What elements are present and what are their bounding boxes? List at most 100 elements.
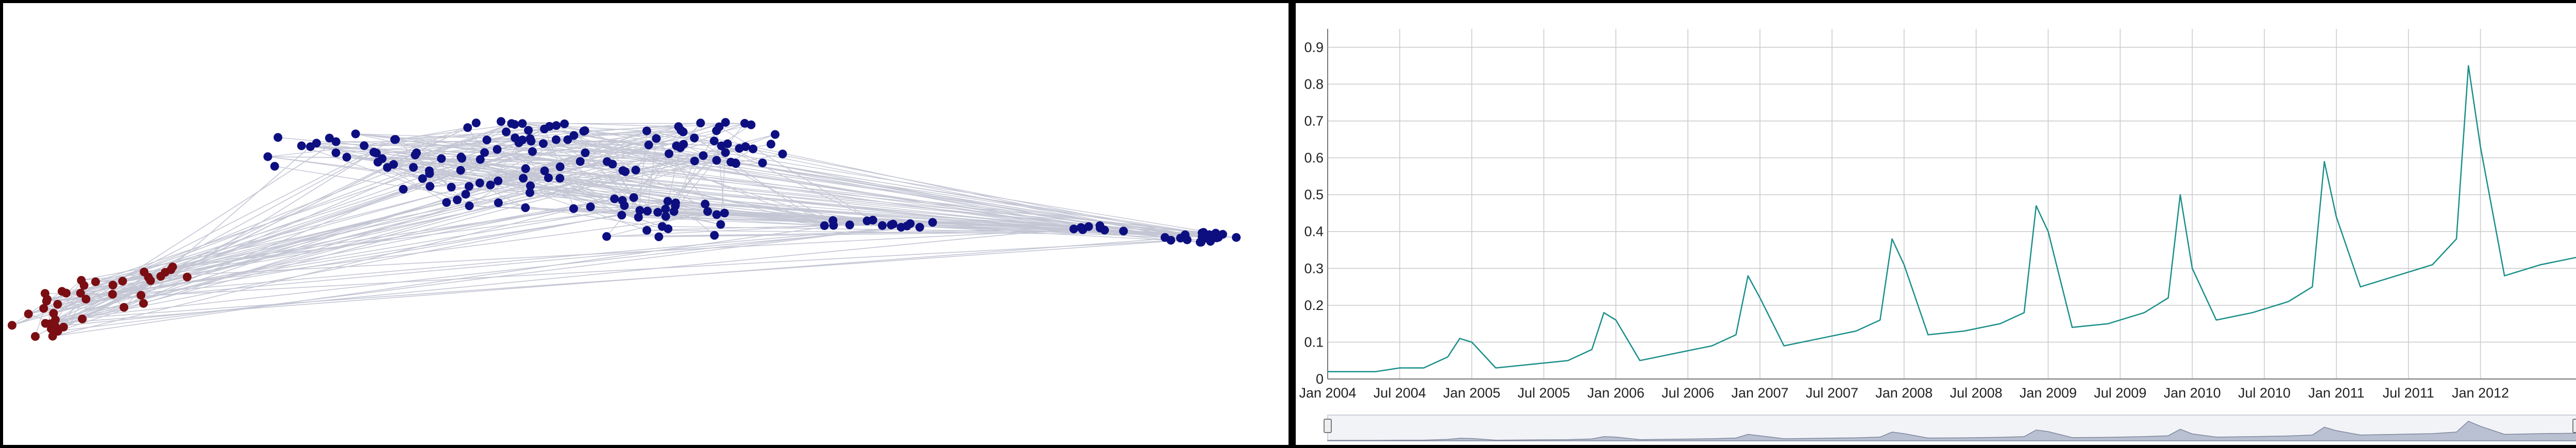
network-edge [267,156,480,184]
network-node [464,182,473,191]
network-edge [63,299,87,328]
network-node [182,272,192,282]
network-node [524,126,533,135]
network-node [1160,233,1170,242]
network-edge [46,239,1188,302]
network-node [42,297,51,306]
network-node [690,157,699,166]
network-node [463,123,472,132]
network-node [709,136,719,146]
network-edge [469,168,526,206]
network-edge [532,151,1165,238]
network-node [642,126,651,135]
network-node [49,309,58,318]
data-points [1327,65,2541,372]
x-tick-label: Jan 2006 [1587,385,1645,401]
network-node [602,157,612,166]
x-tick-label: Jan 2004 [1299,385,1356,401]
x-tick-label: Jul 2009 [2094,385,2146,401]
network-node [507,119,516,128]
network-node [342,152,351,162]
network-edge [416,152,526,209]
network-node [887,220,896,230]
network-edge [460,170,498,181]
network-edge [429,170,615,199]
network-node [263,152,273,161]
network-node [610,194,619,203]
network-node [563,135,572,144]
y-tick-label: 0.1 [1304,334,1324,350]
network-node [778,149,787,159]
network-edge [735,162,1208,239]
x-tick-label: Jan 2007 [1732,385,1789,401]
network-edge [336,141,669,154]
network-node [156,272,165,281]
network-node [679,140,688,149]
network-node [575,157,585,166]
navigator-right-handle[interactable] [2572,419,2576,433]
network-node [712,156,721,165]
network-node [493,145,502,154]
network-node [1199,228,1208,237]
network-edge [378,123,477,163]
navigator-series-area [1327,421,2576,441]
x-tick-label: Jan 2005 [1443,385,1500,401]
network-node [696,118,705,128]
network-node [726,158,736,167]
network-edge [274,166,668,230]
network-node [351,129,360,139]
network-node [409,163,418,172]
trend-chart-panel: 0 0.1 0.2 0.3 0.4 0.5 0.6 0.7 0.8 0.9 Jan 2004 Jul … [1292,0,2576,448]
x-tick-label: Jul 2007 [1806,385,1858,401]
y-tick-label: 0.6 [1304,150,1324,166]
network-node [482,135,492,145]
x-tick-label: Jul 2008 [1950,385,2003,401]
network-node [81,295,91,304]
network-node [771,130,779,139]
network-node [602,232,611,241]
network-edge [278,137,364,146]
network-edge [395,139,452,187]
network-node [654,232,664,242]
network-node [539,139,548,148]
network-node [331,137,341,146]
network-node [502,127,511,136]
network-edge [376,152,1188,240]
network-node [39,304,48,313]
network-node [360,141,369,150]
network-edges [11,121,1236,337]
network-node [139,299,148,308]
y-tick-labels: 0 0.1 0.2 0.3 0.4 0.5 0.6 0.7 0.8 0.9 [1304,40,1324,387]
network-edge [762,162,1219,238]
x-tick-label: Jan 2008 [1875,385,1933,401]
network-node [652,134,661,143]
network-node [928,218,937,227]
navigator-left-handle[interactable] [1324,419,1332,433]
network-node [526,188,534,197]
network-node [486,180,495,189]
network-node [77,275,86,285]
network-edge [484,152,833,221]
network-node [331,148,341,158]
network-node [1069,225,1078,234]
network-node [456,152,466,162]
network-node [521,164,530,173]
network-node [665,149,673,158]
network-edge [55,227,902,320]
network-edge [124,151,375,308]
network-node [526,181,535,191]
network-node [715,122,724,131]
network-node [140,267,149,277]
network-node [437,154,446,163]
network-node [749,144,758,153]
network-node [629,193,638,202]
network-edge [160,228,1100,277]
network-node [76,288,85,298]
network-node [78,314,87,323]
network-edge [148,208,574,278]
network-edge [657,212,850,226]
network-node [1211,229,1221,238]
network-node [1119,227,1128,236]
network-edge [57,227,920,305]
network-edge [395,128,545,140]
